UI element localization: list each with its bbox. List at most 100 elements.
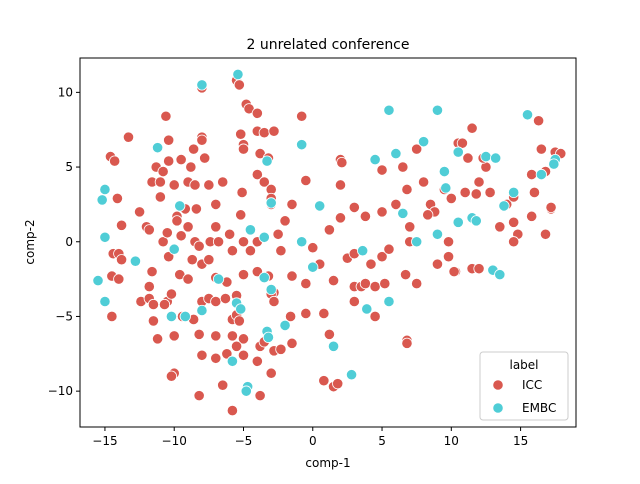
point-icc-201: [484, 186, 496, 199]
point-embc-17: [240, 385, 252, 397]
point-embc-32: [345, 369, 358, 381]
point-icc-163: [359, 277, 372, 290]
point-icc-177: [411, 277, 423, 290]
point-icc-162: [359, 210, 372, 222]
point-embc-29: [307, 261, 319, 273]
x-tick-label-2: −5: [235, 434, 253, 448]
point-icc-151: [327, 274, 340, 287]
point-icc-137: [210, 352, 222, 364]
point-icc-54: [235, 128, 247, 140]
point-icc-154: [334, 179, 347, 191]
point-icc-199: [473, 263, 485, 275]
point-icc-76: [193, 240, 205, 252]
point-icc-89: [275, 245, 287, 257]
point-embc-6: [151, 142, 164, 154]
point-icc-17: [154, 191, 166, 203]
point-icc-222: [470, 188, 482, 200]
point-embc-59: [361, 303, 373, 315]
point-embc-35: [383, 104, 395, 116]
point-embc-27: [296, 139, 308, 151]
point-icc-194: [459, 186, 471, 199]
y-axis: −10 −5 0 5 10: [48, 85, 80, 398]
point-icc-90: [279, 215, 291, 227]
point-icc-189: [445, 192, 457, 205]
point-embc-10: [196, 79, 208, 91]
point-icc-68: [189, 179, 201, 191]
point-icc-31: [168, 330, 180, 342]
point-embc-22: [258, 272, 270, 284]
point-icc-169: [376, 251, 388, 263]
point-icc-168: [376, 206, 388, 218]
point-icc-143: [318, 375, 330, 387]
point-embc-61: [165, 310, 178, 323]
point-embc-40: [417, 136, 430, 148]
point-icc-83: [237, 236, 250, 248]
point-icc-174: [401, 183, 413, 196]
point-icc-78: [210, 221, 222, 233]
axes-frame: [79, 57, 577, 428]
point-embc-49: [490, 152, 502, 164]
point-icc-131: [286, 337, 298, 349]
point-icc-139: [193, 390, 205, 402]
point-icc-29: [147, 315, 160, 327]
point-embc-58: [452, 146, 464, 158]
point-icc-127: [251, 355, 263, 367]
point-icc-72: [171, 215, 183, 227]
y-tick-label-4: 10: [58, 85, 73, 99]
point-embc-57: [431, 228, 444, 240]
y-axis-label: comp-2: [23, 219, 37, 264]
point-icc-33: [165, 370, 178, 382]
point-icc-155: [334, 212, 347, 224]
point-icc-188: [442, 251, 455, 263]
legend-entries: ICC EMBC: [492, 378, 556, 415]
point-icc-38: [163, 155, 175, 167]
point-embc-20: [265, 197, 277, 209]
point-icc-80: [224, 228, 236, 240]
point-icc-138: [196, 349, 208, 361]
point-icc-175: [404, 221, 416, 233]
point-icc-69: [190, 203, 202, 215]
point-icc-195: [462, 152, 474, 164]
point-icc-57: [258, 127, 270, 139]
point-icc-18: [154, 176, 166, 188]
point-icc-73: [182, 221, 194, 233]
point-icc-217: [539, 228, 552, 240]
chart-title: 2 unrelated conference: [247, 37, 410, 53]
point-embc-26: [279, 319, 291, 332]
point-icc-115: [284, 310, 297, 323]
point-icc-209: [528, 186, 541, 199]
point-icc-193: [456, 137, 468, 149]
point-icc-208: [526, 168, 538, 181]
point-icc-30: [151, 333, 164, 345]
point-icc-142: [254, 390, 266, 402]
point-embc-8: [174, 200, 186, 212]
point-icc-34: [147, 298, 160, 311]
point-embc-52: [508, 186, 520, 199]
point-icc-145: [332, 378, 344, 390]
legend: label ICC EMBC: [479, 351, 569, 421]
point-icc-20: [157, 236, 169, 248]
point-icc-28: [165, 288, 178, 300]
point-icc-42: [185, 161, 197, 173]
point-icc-172: [390, 198, 402, 210]
point-icc-165: [369, 310, 381, 323]
point-icc-39: [168, 179, 180, 191]
point-embc-28: [296, 236, 308, 248]
point-icc-173: [397, 161, 409, 173]
point-icc-167: [376, 164, 388, 176]
point-icc-49: [233, 79, 245, 91]
legend-label-embc: EMBC: [522, 401, 556, 415]
point-icc-3: [111, 192, 124, 205]
point-icc-105: [300, 277, 312, 290]
point-icc-7: [115, 254, 128, 266]
point-icc-182: [417, 176, 430, 188]
point-icc-205: [508, 216, 520, 228]
point-icc-24: [143, 280, 155, 293]
point-embc-54: [535, 168, 547, 181]
y-tick-label-2: 0: [65, 235, 73, 249]
point-icc-191: [448, 266, 460, 278]
point-icc-109: [219, 292, 232, 305]
y-tick-label-1: −5: [55, 309, 73, 323]
